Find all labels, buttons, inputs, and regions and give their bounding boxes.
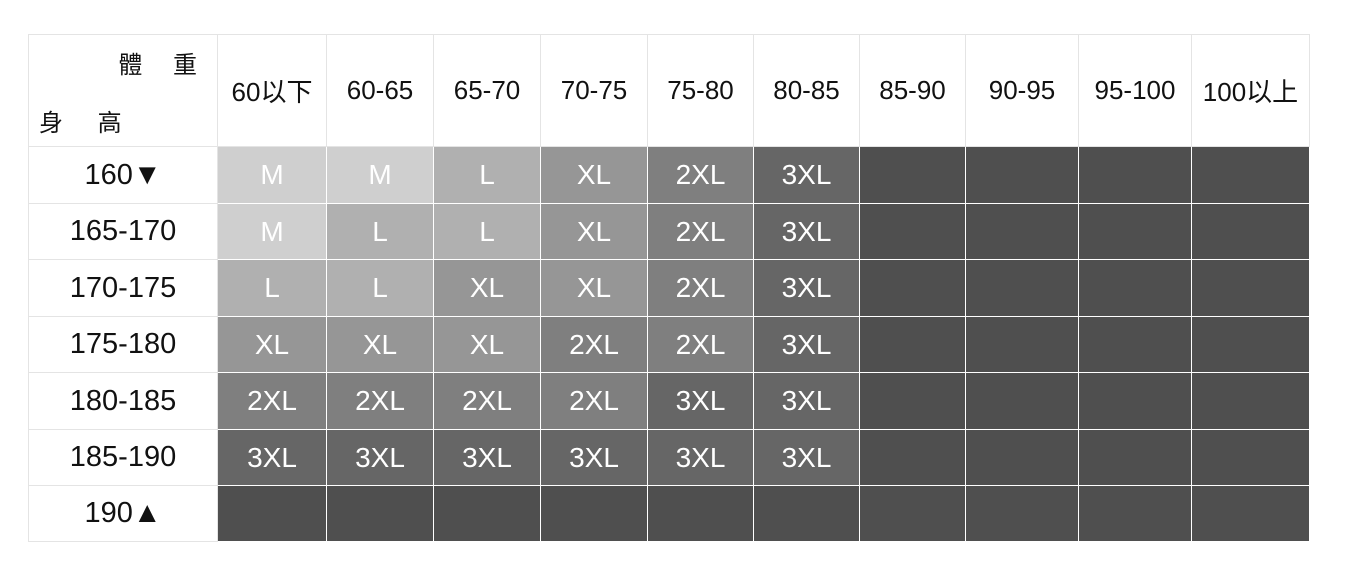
- size-cell: [966, 373, 1079, 430]
- size-cell: 3XL: [648, 373, 754, 430]
- size-cell: [541, 486, 648, 542]
- weight-header: 65-70: [434, 34, 541, 147]
- size-cell: [1192, 430, 1310, 486]
- size-cell: [1079, 430, 1192, 486]
- height-row-label: 190▲: [28, 486, 218, 542]
- size-cell: [1192, 486, 1310, 542]
- size-cell: M: [218, 147, 327, 204]
- size-cell: [1192, 373, 1310, 430]
- size-cell: 3XL: [327, 430, 434, 486]
- size-cell: L: [218, 260, 327, 317]
- height-row-label: 175-180: [28, 317, 218, 373]
- size-cell: 3XL: [648, 430, 754, 486]
- size-cell: [860, 430, 966, 486]
- size-cell: [434, 486, 541, 542]
- weight-header: 80-85: [754, 34, 860, 147]
- weight-header: 60以下: [218, 34, 327, 147]
- size-cell: [1079, 260, 1192, 317]
- size-cell: [860, 204, 966, 260]
- size-cell: 3XL: [754, 260, 860, 317]
- size-cell: [1192, 260, 1310, 317]
- size-cell: [327, 486, 434, 542]
- size-cell: XL: [541, 204, 648, 260]
- corner-header: 體 重 身 高: [28, 34, 218, 147]
- size-cell: 2XL: [648, 147, 754, 204]
- size-cell: 2XL: [541, 317, 648, 373]
- size-cell: XL: [541, 260, 648, 317]
- size-cell: L: [327, 260, 434, 317]
- height-row-label: 180-185: [28, 373, 218, 430]
- size-cell: 2XL: [434, 373, 541, 430]
- size-cell: XL: [434, 317, 541, 373]
- size-cell: 3XL: [754, 317, 860, 373]
- size-cell: [966, 204, 1079, 260]
- size-cell: 3XL: [754, 373, 860, 430]
- weight-header: 90-95: [966, 34, 1079, 147]
- size-cell: L: [327, 204, 434, 260]
- height-axis-label: 身 高: [39, 110, 136, 137]
- size-cell: 2XL: [541, 373, 648, 430]
- size-cell: 3XL: [541, 430, 648, 486]
- size-chart-table: 體 重 身 高 60以下 60-65 65-70 70-75 75-80 80-85 85-…: [28, 34, 1310, 542]
- weight-header: 85-90: [860, 34, 966, 147]
- size-cell: [860, 317, 966, 373]
- size-cell: [860, 373, 966, 430]
- size-cell: 3XL: [434, 430, 541, 486]
- size-cell: 2XL: [648, 260, 754, 317]
- size-cell: [218, 486, 327, 542]
- size-cell: L: [434, 147, 541, 204]
- size-cell: [860, 260, 966, 317]
- height-row-label: 165-170: [28, 204, 218, 260]
- size-cell: [966, 260, 1079, 317]
- weight-axis-label: 體 重: [118, 52, 209, 79]
- height-row-label: 185-190: [28, 430, 218, 486]
- size-cell: 3XL: [218, 430, 327, 486]
- size-cell: [1079, 486, 1192, 542]
- size-cell: [648, 486, 754, 542]
- size-cell: M: [327, 147, 434, 204]
- size-cell: M: [218, 204, 327, 260]
- size-cell: [1192, 204, 1310, 260]
- size-cell: L: [434, 204, 541, 260]
- weight-header: 75-80: [648, 34, 754, 147]
- weight-header: 95-100: [1079, 34, 1192, 147]
- size-cell: [1079, 317, 1192, 373]
- size-cell: [1079, 204, 1192, 260]
- size-cell: [754, 486, 860, 542]
- size-cell: 3XL: [754, 430, 860, 486]
- size-cell: [966, 430, 1079, 486]
- size-cell: [1192, 317, 1310, 373]
- size-cell: [1192, 147, 1310, 204]
- height-row-label: 160▼: [28, 147, 218, 204]
- size-cell: [860, 147, 966, 204]
- weight-header: 60-65: [327, 34, 434, 147]
- size-cell: 2XL: [218, 373, 327, 430]
- size-cell: [966, 486, 1079, 542]
- size-cell: XL: [218, 317, 327, 373]
- size-cell: [1079, 147, 1192, 204]
- size-cell: [966, 147, 1079, 204]
- weight-header: 70-75: [541, 34, 648, 147]
- size-cell: [860, 486, 966, 542]
- size-cell: [1079, 373, 1192, 430]
- size-cell: 3XL: [754, 147, 860, 204]
- size-cell: 2XL: [648, 204, 754, 260]
- size-cell: 2XL: [327, 373, 434, 430]
- size-cell: XL: [434, 260, 541, 317]
- size-cell: [966, 317, 1079, 373]
- weight-header: 100以上: [1192, 34, 1310, 147]
- size-cell: XL: [327, 317, 434, 373]
- size-cell: XL: [541, 147, 648, 204]
- size-cell: 3XL: [754, 204, 860, 260]
- height-row-label: 170-175: [28, 260, 218, 317]
- size-cell: 2XL: [648, 317, 754, 373]
